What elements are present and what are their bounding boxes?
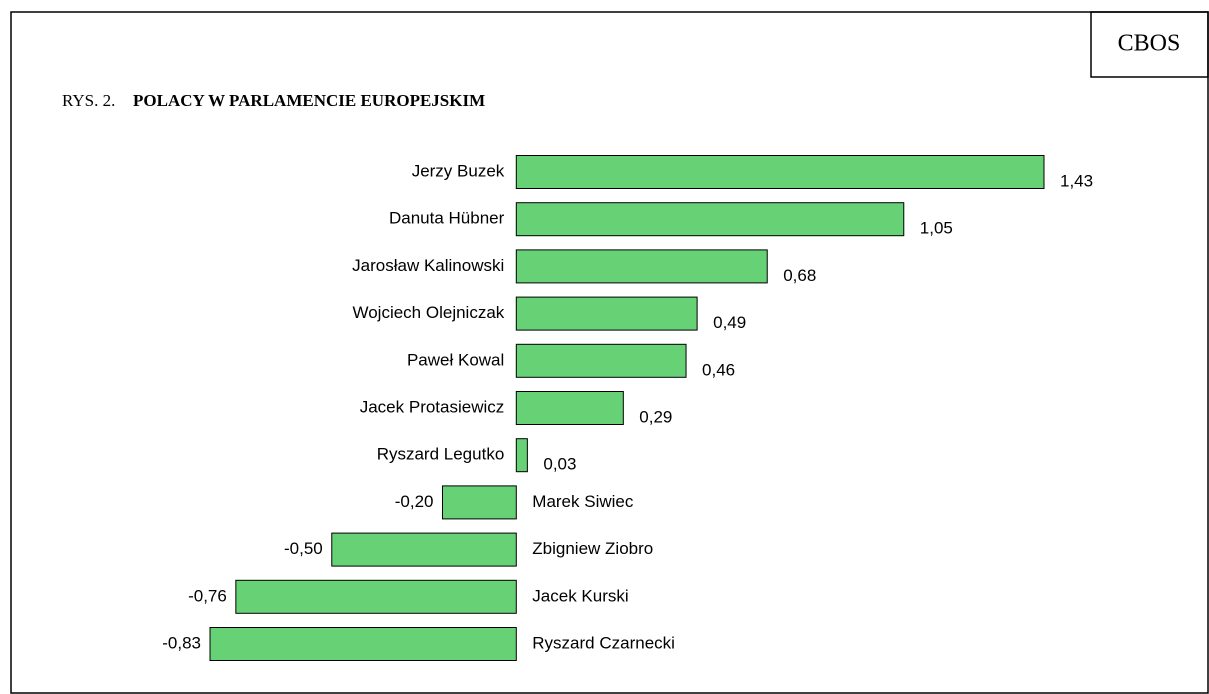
value-label: 1,43 — [1060, 171, 1093, 190]
bar — [515, 202, 905, 237]
bar — [515, 391, 624, 425]
bar — [515, 343, 687, 378]
category-label: Paweł Kowal — [407, 350, 504, 369]
value-label: 0,68 — [783, 266, 816, 285]
value-label: -0,20 — [395, 492, 434, 511]
bar — [209, 627, 517, 661]
bar — [441, 485, 517, 520]
bar — [331, 532, 517, 567]
bar — [515, 155, 1045, 189]
figure-label: RYS. 2. — [62, 91, 115, 110]
category-label: Jerzy Buzek — [412, 161, 505, 180]
bar — [515, 438, 528, 473]
chart-title: POLACY W PARLAMENCIE EUROPEJSKIM — [133, 91, 485, 110]
value-label: 1,05 — [920, 219, 953, 238]
category-label: Danuta Hübner — [389, 209, 505, 228]
value-label: 0,03 — [543, 455, 576, 474]
value-label: 0,46 — [702, 360, 735, 379]
category-label: Marek Siwiec — [532, 492, 634, 511]
bar — [235, 579, 517, 614]
value-label: 0,29 — [639, 407, 672, 426]
category-label: Jacek Kurski — [532, 586, 628, 605]
bar — [515, 249, 768, 284]
source-box — [1090, 11, 1209, 78]
category-label: Jacek Protasiewicz — [360, 397, 505, 416]
category-label: Ryszard Legutko — [377, 445, 505, 464]
frame — [10, 11, 1209, 694]
category-label: Ryszard Czarnecki — [532, 633, 675, 652]
category-label: Zbigniew Ziobro — [532, 539, 653, 558]
value-label: -0,50 — [284, 539, 323, 558]
source: CBOS — [1118, 31, 1181, 57]
category-label: Jarosław Kalinowski — [352, 256, 504, 275]
value-label: 0,49 — [713, 313, 746, 332]
value-label: -0,76 — [188, 586, 227, 605]
category-label: Wojciech Olejniczak — [352, 303, 504, 322]
value-label: -0,83 — [162, 633, 201, 652]
bar — [515, 296, 698, 331]
